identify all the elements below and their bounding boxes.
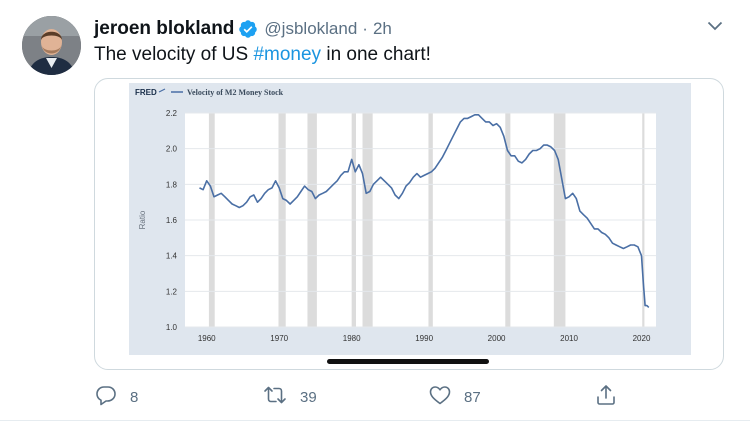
more-options-button[interactable] [704,16,726,38]
timestamp[interactable]: 2h [372,19,392,38]
tweet-actions: 8 39 87 [94,383,634,411]
y-axis-label: Ratio [138,210,147,229]
avatar-photo [22,16,81,75]
tweet-text-after: in one chart! [321,44,431,65]
y-tick-label: 1.2 [166,287,178,296]
handle[interactable]: @jsblokland [264,19,358,38]
like-count: 87 [464,388,481,406]
retweet-button[interactable]: 39 [262,383,317,411]
chart-title: Velocity of M2 Money Stock [187,88,284,97]
share-button[interactable] [594,383,618,411]
y-tick-label: 2.0 [166,145,178,154]
x-tick-label: 1970 [270,334,288,343]
chart-image: 1.0 1.2 1.4 1.6 1.8 2.0 2.2 1960 1970 1980 1990 20… [129,83,691,355]
y-tick-label: 1.0 [166,323,178,332]
media-card[interactable]: 1.0 1.2 1.4 1.6 1.8 2.0 2.2 1960 1970 1980 1990 20… [94,78,724,370]
chevron-down-icon [707,18,723,36]
tweet-header: jeroen blokland @jsblokland · 2h [94,16,392,42]
tweet-text-before: The velocity of US [94,44,254,65]
retweet-icon [262,383,288,412]
fred-chart: 1.0 1.2 1.4 1.6 1.8 2.0 2.2 1960 1970 1980 1990 20… [135,88,656,343]
divider [0,420,750,421]
reply-icon [94,383,118,412]
verified-badge-icon [238,19,258,39]
hashtag-link[interactable]: #money [253,44,322,65]
avatar[interactable] [22,16,81,75]
x-tick-label: 1990 [415,334,433,343]
like-button[interactable]: 87 [428,383,481,411]
heart-icon [428,383,452,412]
media-scrollbar[interactable] [327,359,489,364]
reply-button[interactable]: 8 [94,383,138,411]
retweet-count: 39 [300,388,317,406]
y-tick-label: 1.8 [166,180,178,189]
x-tick-label: 1980 [343,334,361,343]
display-name[interactable]: jeroen blokland [94,18,235,39]
x-tick-label: 2000 [488,334,506,343]
y-tick-label: 2.2 [166,109,178,118]
x-tick-label: 1960 [198,334,216,343]
velocity-series-line [199,114,650,308]
x-tick-label: 2020 [633,334,651,343]
y-tick-label: 1.6 [166,216,178,225]
fred-logo-mark [158,88,166,93]
y-tick-label: 1.4 [166,252,178,261]
x-tick-label: 2010 [560,334,578,343]
fred-logo: FRED [135,88,157,97]
reply-count: 8 [130,388,139,406]
separator-dot: · [362,19,368,38]
chart-legend: FRED Velocity of M2 Money Stock [135,88,284,97]
tweet-text: The velocity of US #money in one chart! [94,44,431,66]
share-icon [594,383,618,412]
